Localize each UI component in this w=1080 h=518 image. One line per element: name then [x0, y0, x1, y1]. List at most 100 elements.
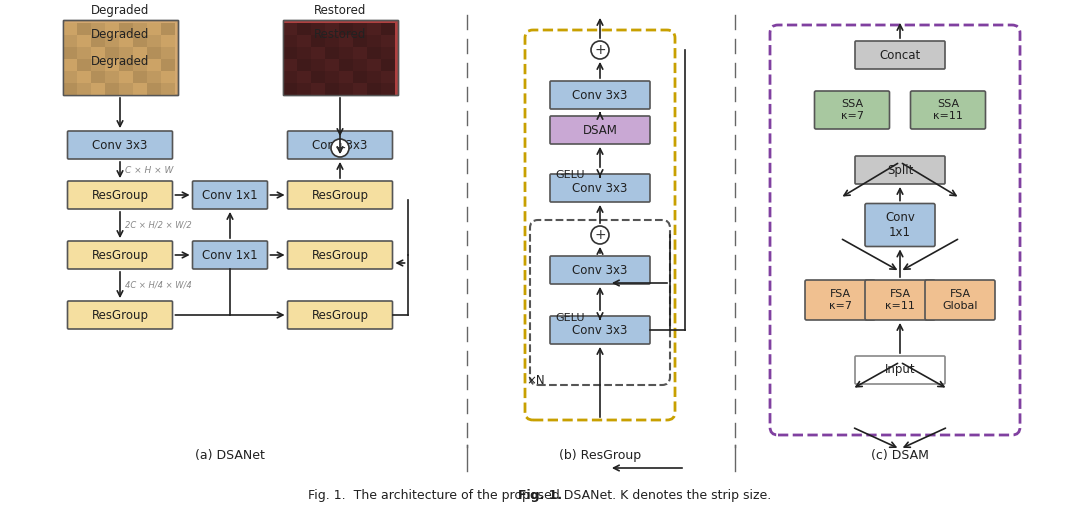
Text: ResGroup: ResGroup	[92, 249, 149, 262]
FancyBboxPatch shape	[297, 35, 311, 47]
FancyBboxPatch shape	[63, 20, 177, 95]
FancyBboxPatch shape	[550, 81, 650, 109]
FancyBboxPatch shape	[352, 35, 366, 47]
FancyBboxPatch shape	[105, 23, 119, 35]
FancyBboxPatch shape	[283, 23, 297, 35]
FancyBboxPatch shape	[865, 204, 935, 247]
Text: FSA
κ=7: FSA κ=7	[828, 289, 851, 311]
FancyBboxPatch shape	[283, 20, 397, 95]
FancyBboxPatch shape	[324, 71, 338, 83]
FancyBboxPatch shape	[77, 23, 91, 35]
FancyBboxPatch shape	[105, 83, 119, 95]
FancyBboxPatch shape	[119, 71, 133, 83]
FancyBboxPatch shape	[352, 83, 366, 95]
Text: Conv
1x1: Conv 1x1	[886, 211, 915, 239]
FancyBboxPatch shape	[297, 71, 311, 83]
FancyBboxPatch shape	[855, 41, 945, 69]
Text: ResGroup: ResGroup	[311, 249, 368, 262]
Text: ResGroup: ResGroup	[311, 189, 368, 202]
Text: Input: Input	[885, 364, 916, 377]
Text: (b) ResGroup: (b) ResGroup	[559, 449, 642, 462]
Text: ResGroup: ResGroup	[92, 189, 149, 202]
FancyBboxPatch shape	[311, 83, 324, 95]
FancyBboxPatch shape	[147, 23, 161, 35]
FancyBboxPatch shape	[380, 23, 394, 35]
Text: 4C × H/4 × W/4: 4C × H/4 × W/4	[125, 281, 192, 290]
FancyBboxPatch shape	[324, 47, 338, 59]
FancyBboxPatch shape	[77, 83, 91, 95]
FancyBboxPatch shape	[105, 59, 119, 71]
FancyBboxPatch shape	[338, 35, 352, 47]
Text: Concat: Concat	[879, 49, 920, 62]
Text: FSA
κ=11: FSA κ=11	[886, 289, 915, 311]
FancyBboxPatch shape	[865, 280, 935, 320]
Circle shape	[591, 226, 609, 244]
Text: Fig. 1.: Fig. 1.	[518, 488, 562, 501]
FancyBboxPatch shape	[910, 91, 986, 129]
FancyBboxPatch shape	[338, 47, 352, 59]
FancyBboxPatch shape	[380, 71, 394, 83]
FancyBboxPatch shape	[311, 59, 324, 71]
Text: +: +	[594, 43, 606, 57]
FancyBboxPatch shape	[550, 316, 650, 344]
FancyBboxPatch shape	[147, 47, 161, 59]
Text: ResGroup: ResGroup	[92, 309, 149, 322]
FancyBboxPatch shape	[311, 35, 324, 47]
FancyBboxPatch shape	[283, 59, 297, 71]
Text: C × H × W: C × H × W	[125, 165, 174, 175]
Text: FSA
Global: FSA Global	[942, 289, 977, 311]
FancyBboxPatch shape	[161, 47, 175, 59]
FancyBboxPatch shape	[91, 35, 105, 47]
FancyBboxPatch shape	[133, 83, 147, 95]
FancyBboxPatch shape	[380, 35, 394, 47]
Text: Degraded: Degraded	[91, 54, 149, 67]
FancyBboxPatch shape	[297, 83, 311, 95]
Text: SSA
κ=11: SSA κ=11	[933, 99, 963, 121]
Text: GELU: GELU	[555, 170, 584, 180]
FancyBboxPatch shape	[550, 174, 650, 202]
FancyBboxPatch shape	[161, 35, 175, 47]
Text: Fig. 1.  The architecture of the proposed DSANet. K denotes the strip size.: Fig. 1. The architecture of the proposed…	[309, 488, 771, 501]
FancyBboxPatch shape	[311, 71, 324, 83]
FancyBboxPatch shape	[133, 23, 147, 35]
FancyBboxPatch shape	[366, 23, 380, 35]
FancyBboxPatch shape	[147, 35, 161, 47]
FancyBboxPatch shape	[366, 83, 380, 95]
Text: Conv 3x3: Conv 3x3	[92, 138, 148, 151]
FancyBboxPatch shape	[161, 83, 175, 95]
FancyBboxPatch shape	[338, 71, 352, 83]
FancyBboxPatch shape	[287, 241, 392, 269]
FancyBboxPatch shape	[105, 47, 119, 59]
Text: GELU: GELU	[555, 313, 584, 323]
Text: ×N: ×N	[526, 373, 545, 386]
FancyBboxPatch shape	[352, 47, 366, 59]
Text: ResGroup: ResGroup	[311, 309, 368, 322]
Text: Conv 3x3: Conv 3x3	[572, 264, 627, 277]
Text: DSAM: DSAM	[582, 123, 618, 137]
FancyBboxPatch shape	[68, 301, 173, 329]
FancyBboxPatch shape	[855, 356, 945, 384]
FancyBboxPatch shape	[855, 156, 945, 184]
FancyBboxPatch shape	[91, 59, 105, 71]
FancyBboxPatch shape	[287, 181, 392, 209]
FancyBboxPatch shape	[324, 59, 338, 71]
FancyBboxPatch shape	[805, 280, 875, 320]
FancyBboxPatch shape	[161, 71, 175, 83]
Text: Conv 3x3: Conv 3x3	[572, 89, 627, 102]
FancyBboxPatch shape	[119, 35, 133, 47]
FancyBboxPatch shape	[297, 47, 311, 59]
Text: Conv 3x3: Conv 3x3	[312, 138, 367, 151]
FancyBboxPatch shape	[192, 241, 268, 269]
FancyBboxPatch shape	[297, 23, 311, 35]
FancyBboxPatch shape	[366, 59, 380, 71]
FancyBboxPatch shape	[161, 59, 175, 71]
FancyBboxPatch shape	[283, 47, 297, 59]
FancyBboxPatch shape	[119, 83, 133, 95]
FancyBboxPatch shape	[119, 59, 133, 71]
Text: Conv 1x1: Conv 1x1	[202, 189, 258, 202]
FancyBboxPatch shape	[119, 47, 133, 59]
Text: Degraded: Degraded	[91, 4, 149, 17]
FancyBboxPatch shape	[68, 241, 173, 269]
FancyBboxPatch shape	[324, 83, 338, 95]
Text: Restored: Restored	[314, 28, 366, 41]
